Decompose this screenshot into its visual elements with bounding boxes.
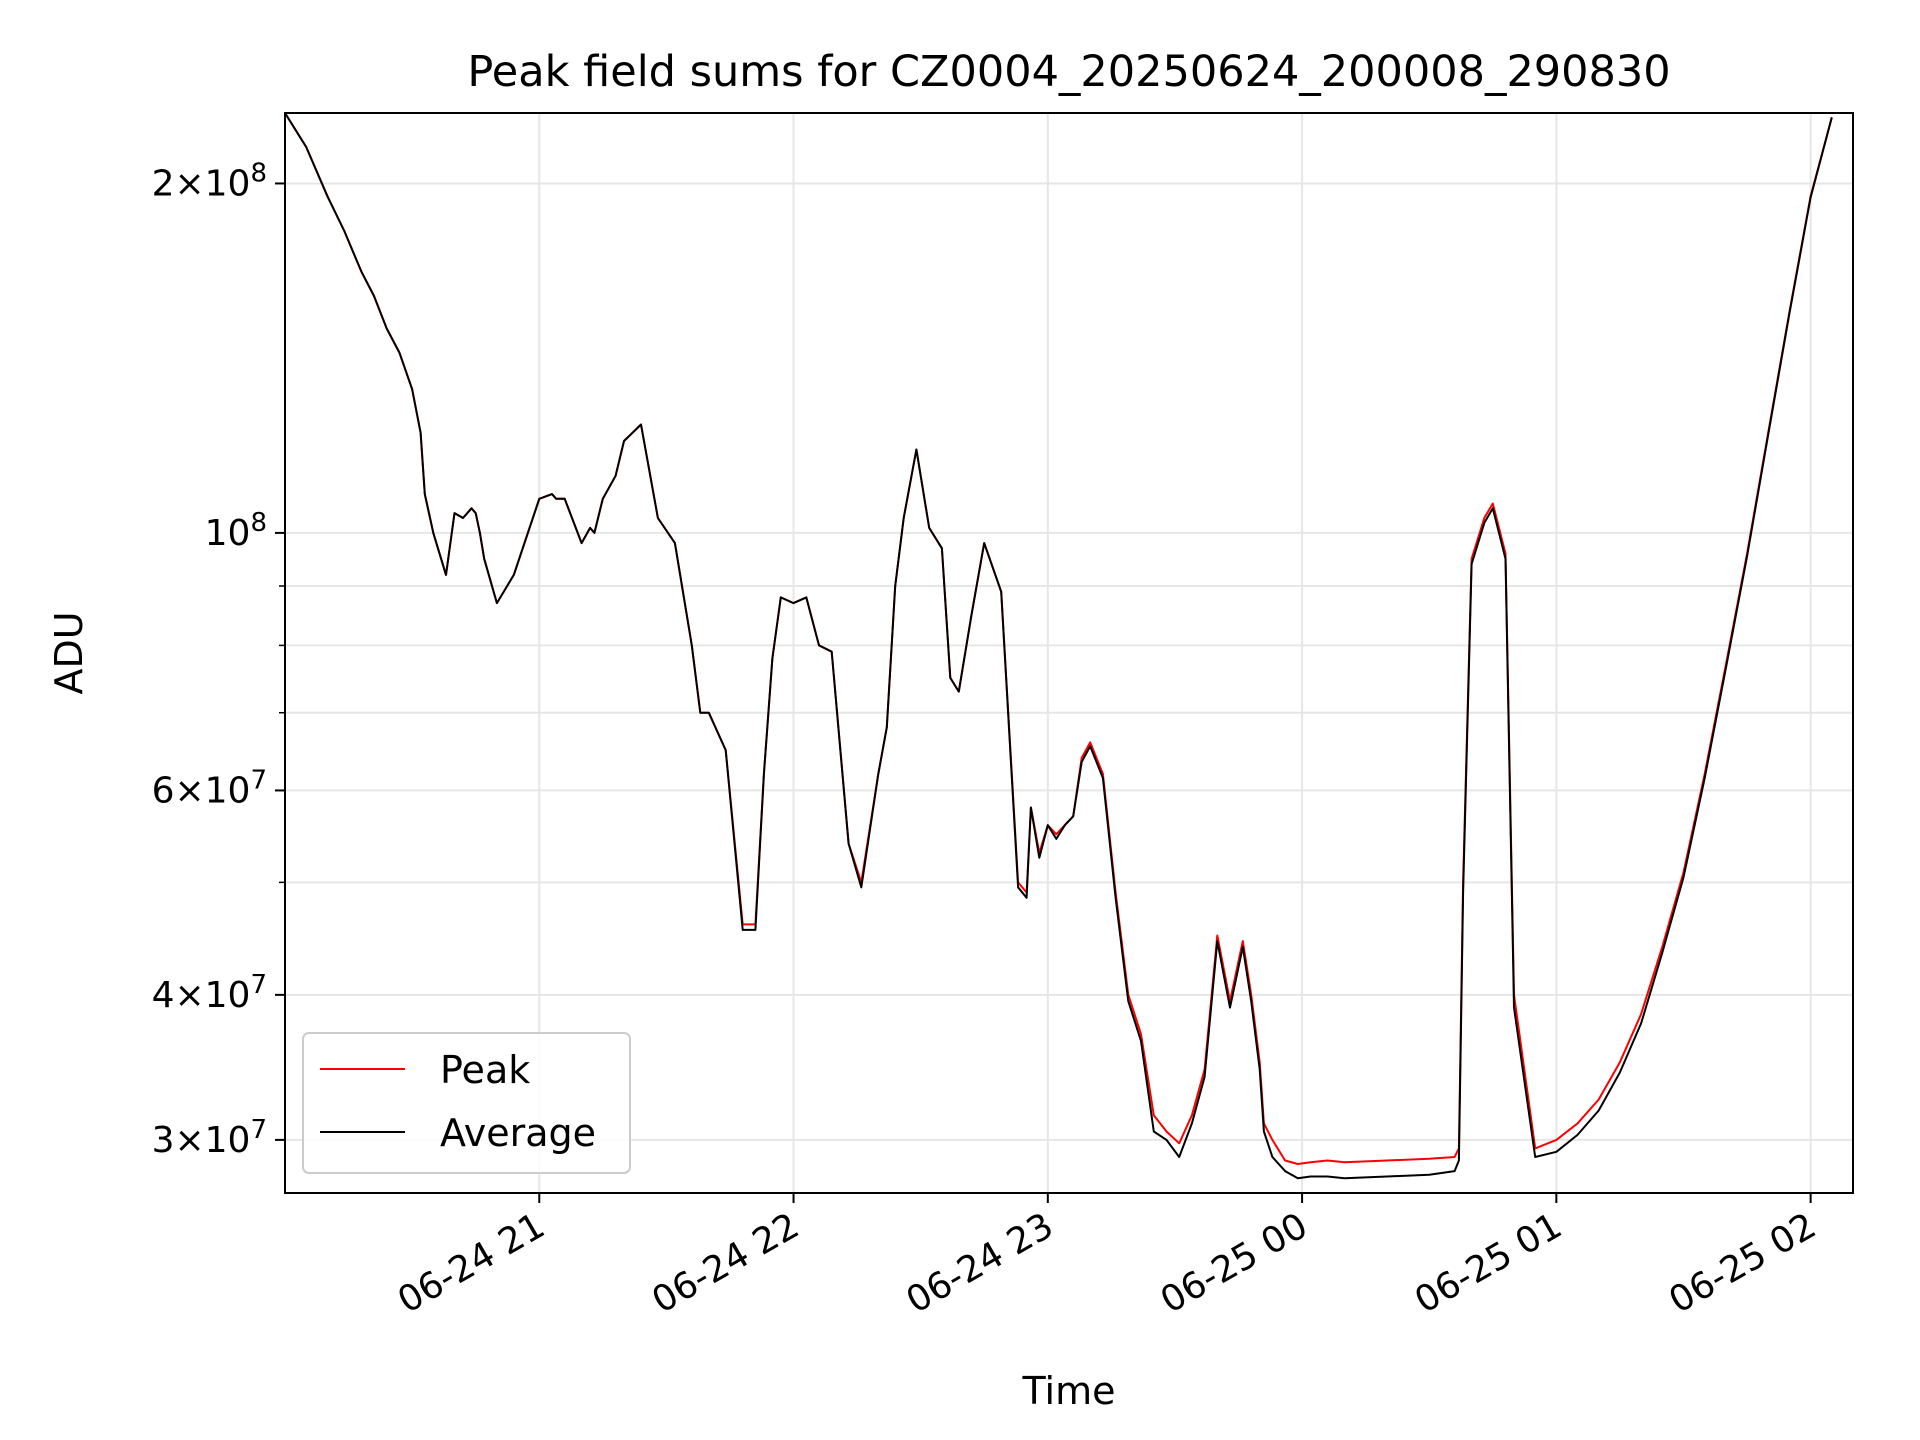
- y-tick-label: 4×107: [152, 970, 267, 1016]
- plot-frame: [284, 112, 1854, 1194]
- y-tick-label: 3×107: [152, 1115, 267, 1161]
- y-tick-label: 2×108: [152, 158, 267, 204]
- grid: [285, 113, 1853, 1193]
- chart-title: Peak field sums for CZ0004_20250624_2000…: [467, 47, 1670, 97]
- y-tick-label: 6×107: [152, 765, 267, 811]
- legend-label-peak: Peak: [440, 1048, 530, 1092]
- y-tick-label: 108: [205, 508, 267, 554]
- legend: Peak Average: [302, 1032, 631, 1174]
- series-layer: [284, 112, 1833, 1180]
- y-axis-label: ADU: [47, 611, 91, 694]
- series-line-average: [284, 112, 1833, 1180]
- x-axis-label: Time: [1022, 1369, 1116, 1413]
- legend-label-average: Average: [440, 1111, 596, 1155]
